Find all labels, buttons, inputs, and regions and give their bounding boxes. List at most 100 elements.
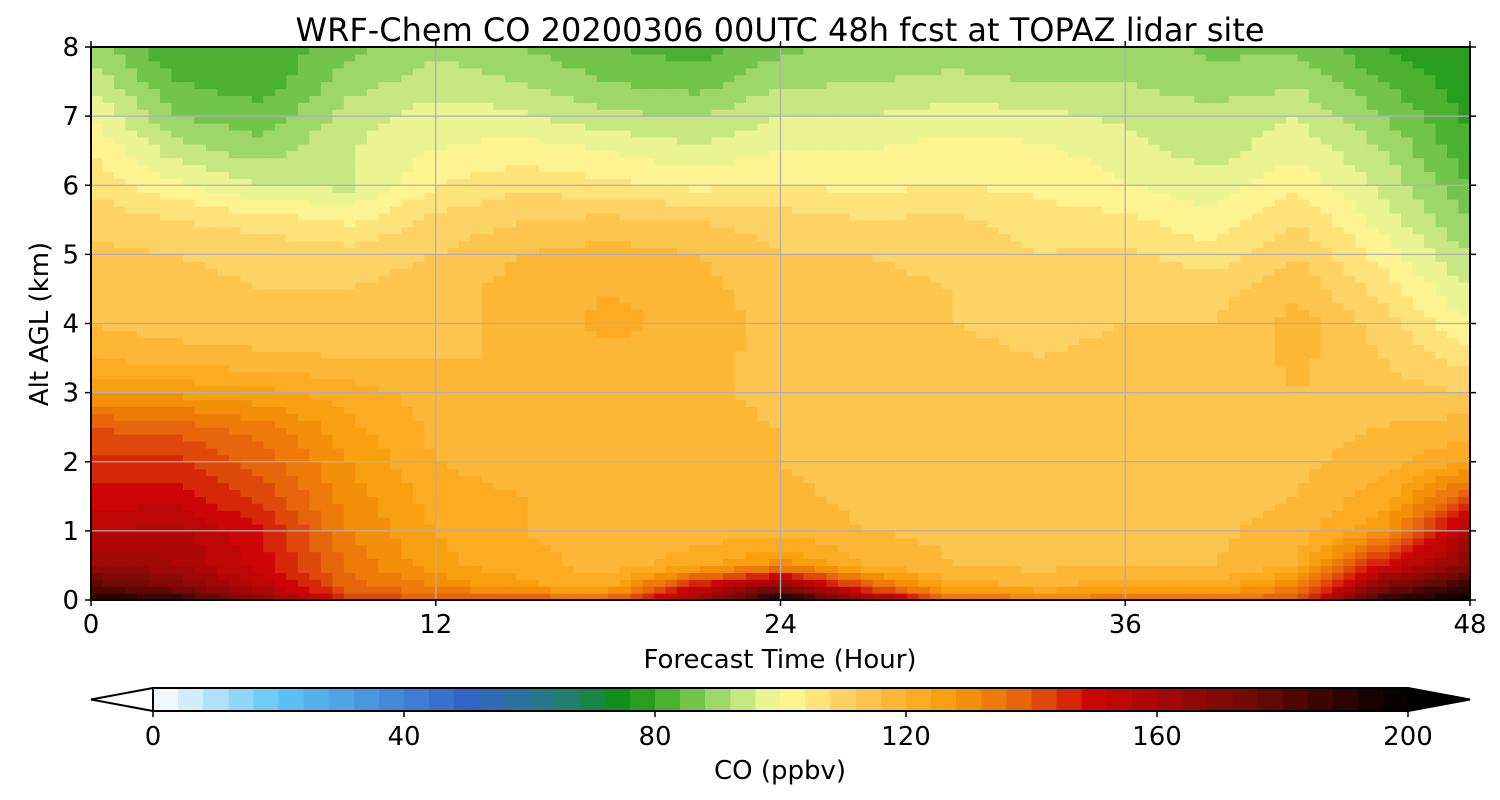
heatmap-cell	[217, 344, 230, 352]
heatmap-cell	[504, 378, 517, 387]
heatmap-cell	[1378, 503, 1391, 511]
heatmap-cell	[309, 593, 322, 600]
heatmap-cell	[1309, 461, 1322, 470]
heatmap-cell	[780, 510, 793, 518]
heatmap-cell	[355, 537, 368, 546]
heatmap-cell	[1274, 489, 1287, 497]
heatmap-cell	[1010, 454, 1023, 463]
heatmap-cell	[217, 447, 230, 456]
heatmap-cell	[700, 420, 713, 428]
heatmap-cell	[378, 593, 391, 600]
heatmap-cell	[113, 586, 127, 594]
heatmap-cell	[1240, 323, 1253, 332]
heatmap-cell	[516, 392, 529, 401]
heatmap-cell	[527, 441, 540, 449]
heatmap-cell	[1378, 489, 1391, 497]
heatmap-cell	[309, 572, 322, 580]
heatmap-cell	[1263, 399, 1276, 408]
heatmap-cell	[700, 551, 713, 560]
heatmap-cell	[746, 468, 759, 477]
heatmap-cell	[1447, 427, 1460, 435]
heatmap-cell	[883, 586, 897, 594]
heatmap-cell	[837, 413, 851, 421]
heatmap-cell	[550, 413, 563, 421]
heatmap-cell	[194, 468, 207, 477]
heatmap-cell	[194, 385, 207, 394]
heatmap-cell	[677, 551, 690, 560]
heatmap-cell	[860, 461, 874, 470]
heatmap-cell	[320, 351, 333, 359]
heatmap-cell	[504, 399, 517, 408]
heatmap-cell	[527, 468, 540, 477]
heatmap-cell	[803, 406, 816, 414]
heatmap-cell	[883, 351, 897, 359]
heatmap-cell	[332, 530, 345, 539]
heatmap-cell	[355, 551, 368, 560]
heatmap-cell	[274, 441, 287, 449]
heatmap-cell	[642, 537, 655, 546]
heatmap-cell	[366, 420, 379, 428]
heatmap-cell	[952, 351, 965, 359]
heatmap-cell	[929, 413, 942, 421]
heatmap-cell	[447, 551, 460, 560]
heatmap-cell	[1447, 434, 1460, 442]
heatmap-cell	[320, 420, 333, 428]
heatmap-cell	[182, 461, 196, 470]
heatmap-cell	[677, 420, 690, 428]
heatmap-cell	[1251, 447, 1264, 456]
heatmap-cell	[1021, 413, 1034, 421]
heatmap-cell	[987, 337, 1000, 345]
heatmap-cell	[1171, 447, 1184, 456]
heatmap-cell	[1056, 392, 1069, 401]
heatmap-cell	[700, 572, 713, 580]
heatmap-cell	[493, 413, 506, 421]
heatmap-cell	[113, 551, 127, 560]
heatmap-cell	[803, 371, 816, 380]
heatmap-cell	[780, 385, 793, 394]
heatmap-cell	[1067, 364, 1080, 373]
heatmap-cell	[458, 586, 471, 594]
heatmap-cell	[700, 475, 713, 484]
heatmap-cell	[171, 364, 184, 373]
heatmap-cell	[688, 399, 701, 408]
heatmap-cell	[343, 468, 356, 477]
heatmap-cell	[1194, 399, 1207, 408]
heatmap-cell	[343, 351, 356, 359]
heatmap-cell	[102, 558, 115, 567]
heatmap-cell	[665, 468, 678, 477]
heatmap-cell	[263, 503, 276, 511]
heatmap-cell	[1309, 544, 1322, 553]
heatmap-cell	[596, 447, 609, 456]
heatmap-cell	[631, 344, 644, 352]
heatmap-cell	[1228, 420, 1241, 428]
heatmap-cell	[1217, 558, 1230, 567]
heatmap-cell	[481, 489, 494, 497]
heatmap-cell	[91, 454, 104, 463]
heatmap-cell	[1033, 441, 1046, 449]
heatmap-cell	[1148, 475, 1161, 484]
heatmap-cell	[952, 551, 965, 560]
heatmap-cell	[826, 496, 839, 504]
heatmap-cell	[929, 371, 942, 380]
heatmap-cell	[1435, 586, 1448, 594]
heatmap-cell	[860, 593, 874, 600]
heatmap-cell	[493, 489, 506, 497]
heatmap-cell	[642, 434, 655, 442]
heatmap-cell	[217, 461, 230, 470]
heatmap-cell	[883, 482, 897, 490]
heatmap-cell	[952, 392, 965, 401]
heatmap-cell	[205, 413, 219, 421]
heatmap-cell	[631, 496, 644, 504]
heatmap-cell	[125, 337, 138, 345]
heatmap-cell	[550, 579, 563, 587]
heatmap-cell	[366, 475, 379, 484]
heatmap-cell	[964, 420, 977, 428]
heatmap-cell	[1412, 447, 1425, 456]
heatmap-cell	[1447, 586, 1460, 594]
heatmap-cell	[814, 364, 828, 373]
heatmap-cell	[435, 510, 448, 518]
heatmap-cell	[470, 344, 483, 352]
heatmap-cell	[401, 496, 414, 504]
heatmap-cell	[539, 420, 552, 428]
heatmap-cell	[1343, 565, 1356, 573]
